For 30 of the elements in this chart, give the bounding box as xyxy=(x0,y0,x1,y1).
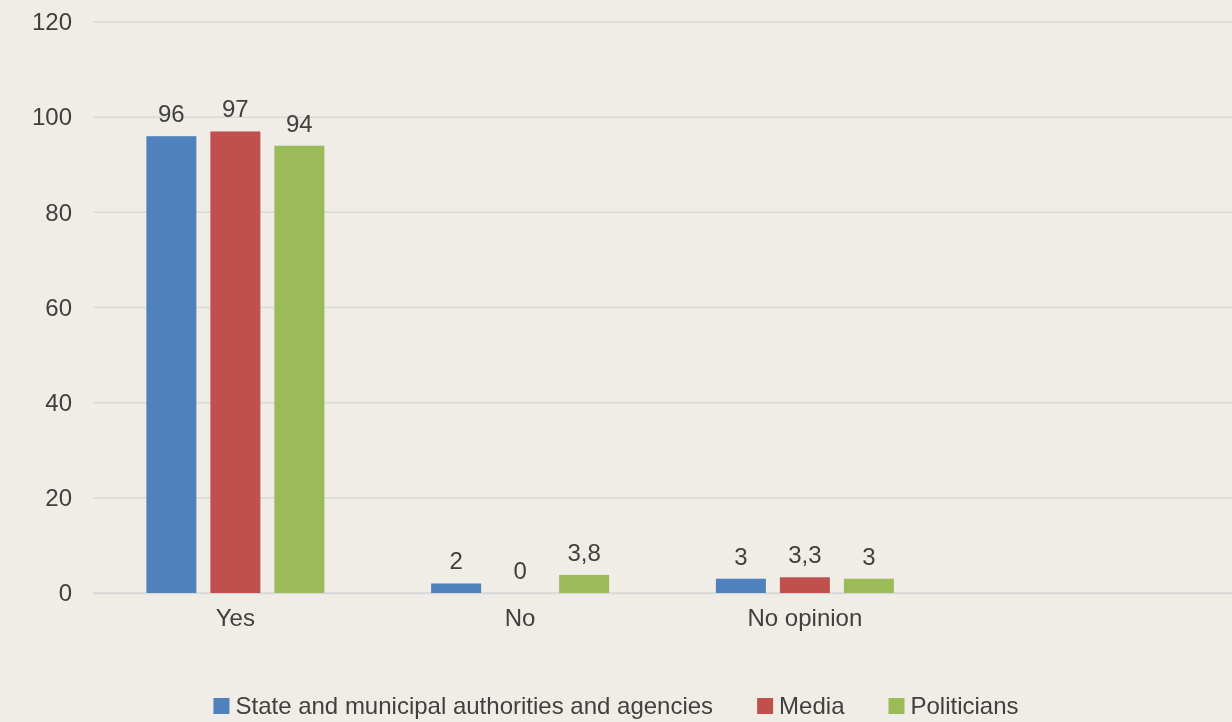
y-tick-label: 100 xyxy=(31,103,72,131)
x-tick-label: No xyxy=(504,604,536,631)
bar xyxy=(146,136,197,593)
data-label: 3,8 xyxy=(567,538,601,566)
data-label: 94 xyxy=(286,109,313,137)
data-label: 97 xyxy=(222,95,249,123)
bar xyxy=(274,145,325,593)
bar xyxy=(559,574,610,593)
y-tick-label: 60 xyxy=(45,293,72,321)
y-tick-label: 120 xyxy=(31,8,72,36)
y-tick-label: 0 xyxy=(58,579,72,607)
x-tick-label: Yes xyxy=(215,604,255,631)
bar xyxy=(779,577,830,593)
y-tick-label: 40 xyxy=(45,388,72,416)
legend-label: Media xyxy=(779,692,846,719)
data-label: 96 xyxy=(158,100,185,128)
data-label: 0 xyxy=(513,557,527,584)
data-label: 3,3 xyxy=(788,541,822,569)
legend-label: Politicians xyxy=(910,692,1019,719)
data-label: 3 xyxy=(862,542,876,570)
bar xyxy=(715,578,766,593)
legend-label: State and municipal authorities and agencies xyxy=(235,692,714,719)
bar xyxy=(843,578,894,593)
bar xyxy=(210,131,261,593)
data-label: 3 xyxy=(734,542,748,570)
bar xyxy=(431,583,482,593)
x-tick-label: No opinion xyxy=(747,604,863,631)
y-tick-label: 80 xyxy=(45,198,72,226)
data-label: 2 xyxy=(449,547,463,575)
y-tick-label: 20 xyxy=(45,484,72,512)
